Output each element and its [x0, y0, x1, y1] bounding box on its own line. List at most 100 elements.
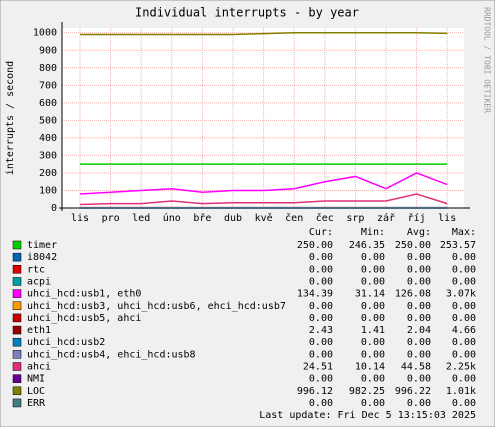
legend-label: rtc: [27, 264, 45, 275]
legend-stat: 0.00: [452, 264, 476, 275]
legend-stat: 250.00: [395, 240, 431, 251]
x-tick-label: kvě: [255, 212, 273, 224]
legend-label: NMI: [27, 374, 45, 385]
legend-swatch: [12, 301, 22, 310]
legend-swatch: [12, 277, 22, 286]
x-tick-label: lis: [71, 213, 89, 224]
legend-stat: 0.00: [361, 252, 385, 263]
side-label: RRDTOOL / TOBI OETIKER: [483, 7, 492, 113]
legend-stat: 0.00: [309, 374, 333, 385]
x-tick-label: čec: [316, 212, 334, 224]
legend-label: eth1: [27, 325, 51, 336]
legend-stat: 982.25: [349, 386, 385, 397]
legend-stat: 2.43: [309, 325, 333, 336]
legend-stat: 0.00: [407, 313, 431, 324]
legend-stat: 0.00: [361, 337, 385, 348]
y-tick-label: 1000: [33, 28, 57, 39]
legend-stat: 0.00: [361, 264, 385, 275]
legend-stat: 0.00: [407, 398, 431, 409]
legend-header: Cur:: [309, 227, 333, 238]
legend-swatch: [12, 350, 22, 359]
legend-swatch: [12, 240, 22, 250]
y-tick-label: 400: [39, 133, 57, 144]
x-tick-label: srp: [346, 213, 364, 224]
legend-stat: 126.08: [395, 289, 431, 300]
x-tick-label: bře: [193, 212, 211, 224]
legend-stat: 1.01k: [446, 386, 476, 397]
legend-stat: 0.00: [407, 337, 431, 348]
legend-stat: 2.25k: [446, 362, 476, 373]
legend-stat: 0.00: [452, 337, 476, 348]
legend-stat: 24.51: [303, 362, 333, 373]
legend-stat: 0.00: [452, 252, 476, 263]
x-tick-label: lis: [438, 213, 456, 224]
legend-swatch: [12, 398, 22, 408]
chart-title: Individual interrupts - by year: [135, 6, 359, 20]
y-tick-label: 0: [51, 203, 57, 214]
legend-stat: 0.00: [309, 252, 333, 263]
legend-label: uhci_hcd:usb5, ahci: [27, 313, 141, 324]
y-tick-label: 800: [39, 63, 57, 74]
legend-stat: 0.00: [361, 398, 385, 409]
legend-stat: 0.00: [452, 313, 476, 324]
series-line: [79, 172, 448, 195]
last-update: Last update: Fri Dec 5 13:15:03 2025: [259, 410, 476, 421]
legend-stat: 996.22: [395, 386, 431, 397]
series-line: [79, 193, 448, 206]
legend-label: uhci_hcd:usb2: [27, 337, 105, 348]
x-tick-label: pro: [102, 213, 120, 224]
legend-stat: 0.00: [361, 374, 385, 385]
legend-label: acpi: [27, 276, 51, 287]
legend-stat: 0.00: [361, 276, 385, 287]
legend-stat: 0.00: [309, 313, 333, 324]
legend-stat: 1.41: [361, 325, 385, 336]
legend-swatch: [12, 386, 22, 396]
series-line: [80, 31, 448, 36]
legend-label: timer: [27, 240, 57, 251]
legend-stat: 0.00: [309, 398, 333, 409]
y-tick-label: 300: [39, 150, 57, 161]
legend-stat: 0.00: [309, 276, 333, 287]
legend-stat: 0.00: [452, 349, 476, 360]
legend-label: uhci_hcd:usb4, ehci_hcd:usb8: [27, 349, 196, 360]
legend-label: i8042: [27, 252, 57, 263]
legend-label: uhci_hcd:usb1, eth0: [27, 289, 141, 300]
legend-stat: 0.00: [407, 252, 431, 263]
legend-label: LOC: [27, 386, 45, 397]
legend-stat: 31.14: [355, 289, 385, 300]
x-tick-label: úno: [163, 212, 181, 224]
legend-swatch: [12, 374, 22, 383]
legend-stat: 0.00: [309, 337, 333, 348]
legend-stat: 0.00: [407, 276, 431, 287]
legend-swatch: [12, 362, 22, 371]
legend-stat: 0.00: [407, 374, 431, 385]
legend-stat: 996.12: [297, 386, 333, 397]
y-tick-label: 500: [39, 115, 57, 126]
legend-stat: 0.00: [407, 349, 431, 360]
legend-swatch: [12, 313, 22, 323]
legend-stat: 0.00: [361, 313, 385, 324]
x-tick-label: dub: [224, 213, 242, 224]
legend-stat: 0.00: [309, 349, 333, 360]
legend-stat: 0.00: [309, 301, 333, 312]
legend-label: uhci_hcd:usb3, uhci_hcd:usb6, ehci_hcd:u…: [27, 301, 286, 312]
legend-stat: 0.00: [452, 276, 476, 287]
legend-swatch: [12, 325, 22, 335]
x-tick-label: zář: [377, 212, 395, 224]
legend-stat: 44.58: [401, 362, 431, 373]
y-tick-label: 600: [39, 98, 57, 109]
y-tick-label: 700: [39, 80, 57, 91]
legend-stat: 0.00: [452, 398, 476, 409]
legend-stat: 0.00: [452, 374, 476, 385]
legend-swatch: [12, 289, 22, 298]
legend-label: ERR: [27, 398, 46, 409]
y-tick-label: 900: [39, 45, 57, 56]
legend-swatch: [12, 265, 22, 274]
legend-stat: 0.00: [361, 301, 385, 312]
legend-stat: 0.00: [407, 264, 431, 275]
x-tick-label: čen: [285, 212, 303, 224]
x-tick-label: říj: [408, 212, 426, 224]
y-tick-label: 100: [39, 185, 57, 196]
legend-stat: 0.00: [361, 349, 385, 360]
